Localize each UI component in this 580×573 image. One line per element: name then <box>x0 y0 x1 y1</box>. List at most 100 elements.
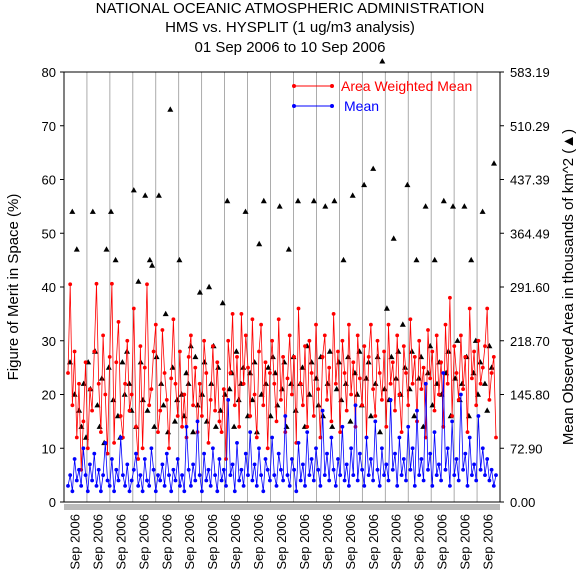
area-weighted-mean-point <box>158 408 163 413</box>
observed-area-marker <box>431 256 438 263</box>
area-weighted-mean-point <box>380 398 384 402</box>
chart-title: NATIONAL OCEANIC ATMOSPHERIC ADMINISTRAT… <box>95 0 485 17</box>
observed-area-marker <box>142 192 149 198</box>
area-weighted-mean-point <box>237 424 242 429</box>
observed-area-marker <box>479 208 486 214</box>
mean-point <box>419 457 424 461</box>
mean-point <box>92 451 97 456</box>
area-weighted-mean-point <box>344 408 349 413</box>
area-weighted-mean-point <box>189 333 193 338</box>
mean-point <box>101 473 105 477</box>
area-weighted-mean-point <box>263 360 268 365</box>
observed-area-marker <box>306 391 313 397</box>
mean-point <box>118 435 123 440</box>
mean-point <box>406 424 411 429</box>
mean-point <box>178 484 182 488</box>
area-weighted-mean-point <box>107 355 112 359</box>
area-weighted-mean-point <box>134 424 138 429</box>
y-right-tick-label: 510.29 <box>510 119 550 134</box>
mean-point <box>426 467 430 472</box>
mean-point <box>316 467 321 472</box>
area-weighted-mean-point <box>445 381 450 386</box>
legend-dot-mean-start <box>292 104 296 108</box>
area-weighted-mean-point <box>461 387 465 391</box>
area-weighted-mean-point <box>470 376 474 381</box>
area-weighted-mean-point <box>373 414 378 418</box>
area-weighted-mean-point <box>450 414 454 418</box>
area-weighted-mean-point <box>204 371 209 375</box>
observed-area-marker <box>242 208 249 214</box>
area-weighted-mean-point <box>318 435 323 440</box>
area-weighted-mean-point <box>160 328 165 332</box>
observed-area-marker <box>226 385 233 392</box>
area-weighted-mean-point <box>235 355 239 359</box>
observed-area-marker <box>367 412 374 419</box>
mean-point <box>336 457 340 461</box>
area-weighted-mean-point <box>331 312 336 316</box>
mean-point <box>474 478 479 483</box>
area-weighted-mean-point <box>404 371 408 375</box>
observed-area-marker <box>76 407 83 413</box>
observed-area-marker <box>349 192 356 198</box>
area-weighted-mean-point <box>259 322 263 327</box>
mean-point <box>480 446 485 451</box>
area-weighted-mean-point <box>96 381 101 386</box>
area-weighted-mean-point <box>92 349 97 354</box>
mean-point <box>380 446 384 451</box>
area-weighted-mean-point <box>171 317 176 322</box>
area-weighted-mean-point <box>314 322 318 327</box>
observed-area-marker <box>276 203 283 209</box>
area-weighted-mean-point <box>103 392 108 397</box>
area-weighted-mean-point <box>329 419 334 424</box>
mean-point <box>211 446 215 451</box>
mean-point <box>189 484 193 488</box>
observed-area-marker <box>73 246 80 252</box>
mean-point <box>263 457 268 461</box>
area-weighted-mean-point <box>311 414 316 418</box>
mean-point <box>355 478 360 483</box>
observed-area-marker <box>468 256 475 263</box>
mean-point <box>318 484 323 488</box>
mean-point <box>362 484 367 488</box>
mean-point <box>206 467 211 472</box>
mean-point <box>395 484 400 488</box>
observed-area-marker <box>424 369 431 376</box>
observed-area-marker <box>69 208 76 214</box>
observed-area-marker <box>265 364 272 370</box>
area-weighted-mean-point <box>366 355 371 359</box>
observed-area-marker <box>146 256 153 263</box>
observed-area-marker <box>231 423 238 429</box>
area-weighted-mean-point <box>483 344 487 348</box>
mean-point <box>445 446 450 451</box>
observed-area-marker <box>484 407 491 413</box>
observed-area-marker <box>194 402 201 408</box>
area-weighted-mean-point <box>112 441 116 445</box>
observed-area-marker <box>103 246 110 252</box>
observed-area-marker <box>196 289 203 295</box>
mean-point <box>202 451 207 456</box>
y-axis-right: 0.00 72.90 145.80 218.70 291.60 364.49 437.39 5… <box>500 65 550 510</box>
mean-point <box>404 478 408 483</box>
area-weighted-mean-point <box>164 398 169 402</box>
observed-area-marker <box>406 385 413 392</box>
observed-area-marker <box>454 337 461 343</box>
area-weighted-mean-point <box>340 338 345 343</box>
area-weighted-mean-point <box>182 392 187 397</box>
area-weighted-mean-point <box>478 381 483 386</box>
mean-point <box>70 489 75 494</box>
mean-point <box>397 435 402 440</box>
area-weighted-mean-point <box>239 312 244 316</box>
mean-point <box>472 462 476 467</box>
area-weighted-mean-point <box>465 430 470 434</box>
x-tick-label: Sep 2006 <box>389 514 404 570</box>
mean-point <box>268 478 272 483</box>
observed-area-marker <box>361 181 368 188</box>
area-weighted-mean-point <box>494 435 498 440</box>
observed-area-marker <box>411 412 418 419</box>
area-weighted-mean-point <box>309 371 314 375</box>
legend-dot-area-weighted-mean-start <box>292 84 296 88</box>
mean-point <box>331 467 336 472</box>
mean-point <box>314 446 318 451</box>
mean-point <box>142 457 147 461</box>
